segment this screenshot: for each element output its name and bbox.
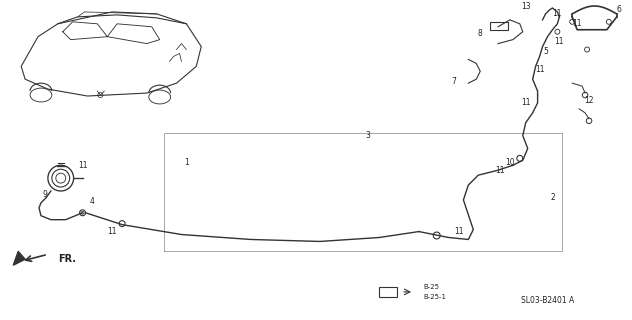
Text: 11: 11 (555, 37, 564, 46)
Text: 11: 11 (107, 227, 117, 236)
Text: 12: 12 (585, 96, 594, 106)
Polygon shape (13, 251, 25, 265)
Bar (490, 22, 508, 30)
Text: 11: 11 (535, 65, 544, 74)
Text: 8: 8 (478, 29, 483, 38)
Text: 2: 2 (550, 193, 555, 203)
Text: 3: 3 (365, 131, 370, 140)
Text: SL03-B2401 A: SL03-B2401 A (521, 296, 574, 305)
Text: 4: 4 (90, 197, 95, 206)
Text: FR.: FR. (58, 254, 76, 264)
Text: B-25: B-25 (424, 284, 440, 290)
Text: 7: 7 (451, 77, 456, 86)
Text: 11: 11 (454, 227, 463, 236)
Text: 6: 6 (616, 5, 621, 14)
Text: B-25-1: B-25-1 (424, 294, 447, 300)
Bar (379, 287, 397, 297)
Text: 11: 11 (495, 166, 505, 175)
Text: 13: 13 (521, 3, 530, 12)
Text: 11: 11 (573, 19, 582, 28)
Text: 1: 1 (184, 158, 189, 167)
Text: 11: 11 (521, 99, 530, 108)
Text: 10: 10 (505, 158, 514, 167)
Text: 11: 11 (552, 9, 562, 19)
Text: 5: 5 (543, 47, 548, 56)
Text: 9: 9 (42, 190, 47, 199)
Text: 11: 11 (78, 161, 87, 170)
